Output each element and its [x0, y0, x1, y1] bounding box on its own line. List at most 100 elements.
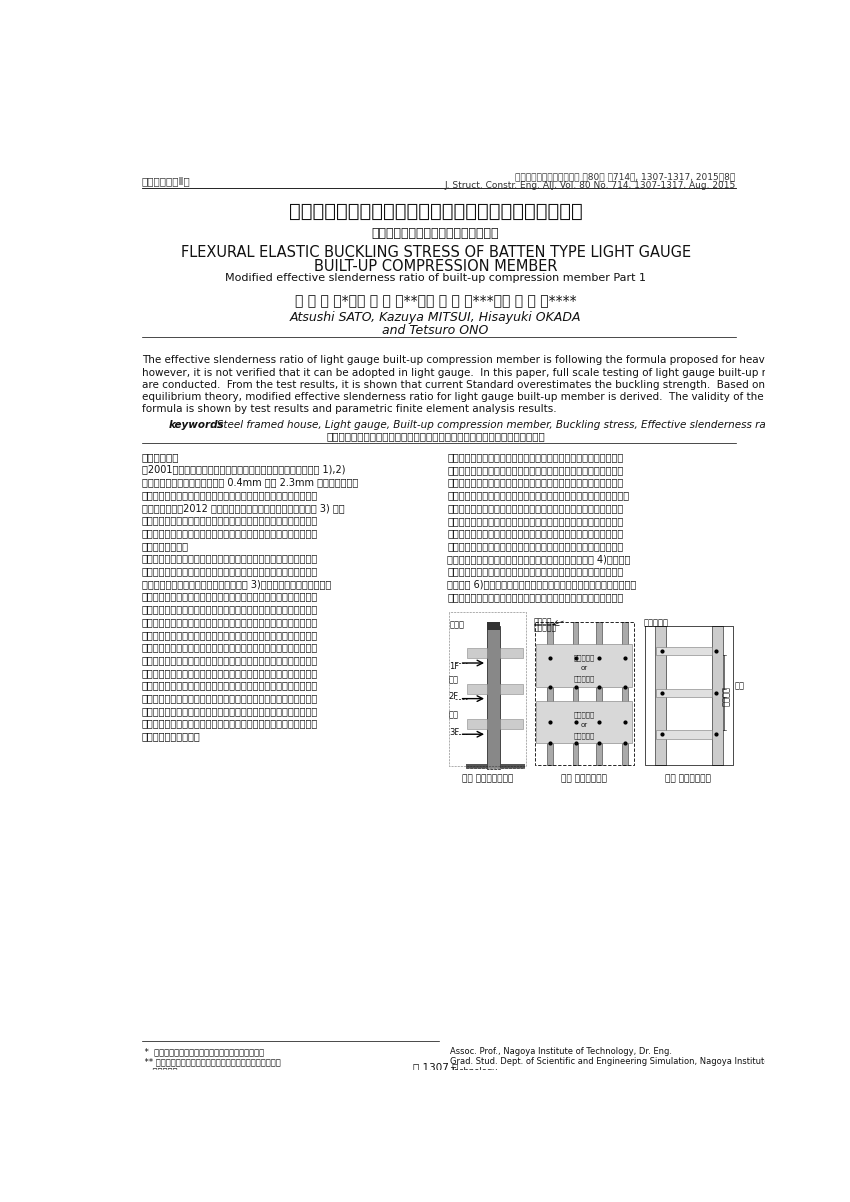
Text: J. Struct. Constr. Eng. AIJ, Vol. 80 No. 714, 1307-1317, Aug. 2015: J. Struct. Constr. Eng. AIJ, Vol. 80 No.… [445, 182, 735, 190]
Text: たため，曲げ座屈が検討対象になることは無かった．しかし，上述: たため，曲げ座屈が検討対象になることは無かった．しかし，上述 [447, 504, 624, 513]
Bar [468, 719, 487, 730]
Bar [487, 626, 500, 769]
Text: BUILT-UP COMPRESSION MEMBER: BUILT-UP COMPRESSION MEMBER [314, 258, 558, 274]
Bar [536, 701, 632, 744]
Text: 3F: 3F [449, 727, 459, 737]
Bar [622, 623, 628, 764]
Text: 図２ 者力壁詳細図: 図２ 者力壁詳細図 [562, 774, 608, 783]
Text: Assoc. Prof., Nagoya Institute of Technology, Dr. Eng.: Assoc. Prof., Nagoya Institute of Techno… [450, 1047, 672, 1057]
Text: 大学院生: 大学院生 [142, 1067, 178, 1077]
Text: 帯板形式薄板軽量形鑄組立圧縮材の弾性曲げ座屈応力度: 帯板形式薄板軽量形鑄組立圧縮材の弾性曲げ座屈応力度 [289, 202, 582, 221]
Text: : Steel framed house, Light gauge, Built-up compression member, Buckling stress,: : Steel framed house, Light gauge, Built… [210, 419, 779, 430]
Text: equilibrium theory, modified effective slenderness ratio for light gauge built-u: equilibrium theory, modified effective s… [142, 392, 815, 403]
Text: FLEXURAL ELASTIC BUCKLING STRESS OF BATTEN TYPE LIGHT GAUGE: FLEXURAL ELASTIC BUCKLING STRESS OF BATT… [180, 245, 691, 260]
Text: ドリルねじ: ドリルねじ [644, 619, 669, 627]
Bar [573, 623, 579, 764]
Text: Grad. Stud. Dept. of Scientific and Engineering Simulation, Nagoya Institute of: Grad. Stud. Dept. of Scientific and Engi… [450, 1058, 780, 1066]
Text: 図３ 組立材詳細図: 図３ 組立材詳細図 [666, 774, 711, 783]
Text: 加に伴って大きくなる引張軸力に対して抗抗できる高耐力の接合金: 加に伴って大きくなる引張軸力に対して抗抗できる高耐力の接合金 [142, 566, 318, 576]
Text: Emeritus Prof., Nagoya Institute of Technology, Dr.Eng.: Emeritus Prof., Nagoya Institute of Tech… [450, 1088, 680, 1096]
Text: 定は素材 6)（以下，本論文では弦材と呼ぶ）が厚板で，弦材同士が帝: 定は素材 6)（以下，本論文では弦材と呼ぶ）が厚板で，弦材同士が帝 [447, 579, 637, 589]
Text: として設計され，最下層の者力壁は上層からの転倒モーメントに抗: として設計され，最下層の者力壁は上層からの転倒モーメントに抗 [142, 605, 318, 614]
Text: 形鑄が建築材料として使用可能になり，薄板鑄部材の設計が可能と: 形鑄が建築材料として使用可能になり，薄板鑄部材の設計が可能と [142, 490, 318, 500]
Text: keywords: keywords [168, 419, 224, 430]
Bar [656, 689, 712, 697]
Text: 抗するため，層数の増加は結果として者力壁の縦框材に作用する軸: 抗するため，層数の増加は結果として者力壁の縦框材に作用する軸 [142, 617, 318, 627]
Bar [466, 764, 524, 769]
Bar [487, 623, 500, 630]
Text: が拡大されて４階建まで可能となり，スチールハウスの中層化が可: が拡大されて４階建まで可能となり，スチールハウスの中層化が可 [142, 528, 318, 538]
Text: 石膏ボード: 石膏ボード [574, 676, 595, 683]
Bar [656, 730, 712, 738]
Bar [500, 648, 524, 657]
Text: しておく必要がでてくると考えられる．鉄構造設計規準 4)では組立: しておく必要がでてくると考えられる．鉄構造設計規準 4)では組立 [447, 554, 631, 564]
Text: 框材の非充腹軸（弱軸）まわりの曲げ座屈に対しても安全性を確認: 框材の非充腹軸（弱軸）まわりの曲げ座屈に対しても安全性を確認 [447, 541, 624, 552]
Text: げ座屈が懸念される．: げ座屈が懸念される． [142, 731, 201, 742]
Text: 圧縮材の座屈応力度を有効細長比に基づいて算定している．この規: 圧縮材の座屈応力度を有効細長比に基づいて算定している．この規 [447, 566, 624, 577]
Text: 1F: 1F [449, 662, 459, 671]
Text: 佐 藤 篵 司*，三 井 和 也**，岡 田 久 志***，小 野 徹 郎****: 佐 藤 篵 司*，三 井 和 也**，岡 田 久 志***，小 野 徹 郎***… [295, 293, 576, 307]
Bar [536, 644, 632, 686]
Text: ** 　名古屋工業大学大学院創成シミュレーション工学専攻: ** 名古屋工業大学大学院創成シミュレーション工学専攻 [142, 1058, 280, 1066]
Text: 【カテゴリーⅡ】: 【カテゴリーⅡ】 [142, 177, 190, 186]
Text: 構造用面材: 構造用面材 [574, 654, 595, 661]
Text: Prof., Aichi Institute of Technology, Dr. Eng.: Prof., Aichi Institute of Technology, Dr… [450, 1077, 632, 1087]
Text: 図１ スチールハウス: 図１ スチールハウス [462, 774, 513, 783]
Text: る検討も行う必要があると考えられる．これまでの２階建程度の設: る検討も行う必要があると考えられる．これまでの２階建程度の設 [447, 465, 624, 475]
Bar [468, 684, 487, 694]
Text: が作用する場合，図１に示すスチールハウスの者力壁は通常片持柱: が作用する場合，図１に示すスチールハウスの者力壁は通常片持柱 [142, 591, 318, 602]
Text: １．はじめに: １．はじめに [142, 452, 179, 463]
Text: 綴り間隔: 綴り間隔 [722, 685, 731, 706]
Bar [547, 623, 553, 764]
Text: 計では，縦框材の充腹軸まわりの曲げ座屈に対する安全性のみが確: 計では，縦框材の充腹軸まわりの曲げ座屈に対する安全性のみが確 [447, 477, 624, 488]
Text: 繋がるため，充腹軸のみならず，非充腹軸まわりの曲げ座屈に対す: 繋がるため，充腹軸のみならず，非充腹軸まわりの曲げ座屈に対す [447, 452, 624, 463]
Bar [597, 623, 602, 764]
Bar [468, 648, 487, 657]
Text: 外縦枠材: 外縦枠材 [534, 617, 552, 626]
Text: （組立材）: （組立材） [534, 623, 557, 632]
Text: 垂壁: 垂壁 [449, 710, 459, 719]
Text: 2F: 2F [449, 692, 459, 701]
Bar [656, 647, 712, 655]
Text: ****　名古屋工業大学　名誉教授・工博: **** 名古屋工業大学 名誉教授・工博 [142, 1088, 239, 1096]
Bar [712, 626, 722, 764]
Text: Modified effective slenderness ratio of built-up compression member Part 1: Modified effective slenderness ratio of … [225, 273, 646, 282]
Text: － 1307 －: － 1307 － [413, 1063, 458, 1072]
Text: are conducted.  From the test results, it is shown that current Standard overest: are conducted. From the test results, it… [142, 380, 804, 389]
Text: の軸方向力を負担する者力壁の縦框材は図３に示すように，薄板軽: の軸方向力を負担する者力壁の縦框材は図３に示すように，薄板軽 [142, 680, 318, 690]
Text: 構造用面材: 構造用面材 [574, 712, 595, 718]
Text: 組立圧縮材の修正有効細長比　その１: 組立圧縮材の修正有効細長比 その１ [371, 227, 499, 239]
Text: and Tetsuro ONO: and Tetsuro ONO [382, 325, 489, 338]
Bar [500, 684, 524, 694]
Text: なった．また，2012 年に薄板軽量形鑄造に関する技術的基準 3) が改: なった．また，2012 年に薄板軽量形鑄造に関する技術的基準 3) が改 [142, 502, 344, 513]
Text: 日本建築学会構造系論文集 第80巻 第714号, 1307-1317, 2015年8月: 日本建築学会構造系論文集 第80巻 第714号, 1307-1317, 2015… [515, 173, 735, 182]
Text: 果が失われるため，圧縮力が作用する場合には非充腹軸まわりの曲: 果が失われるため，圧縮力が作用する場合には非充腹軸まわりの曲 [142, 719, 318, 728]
Text: Atsushi SATO, Kazuya MITSUI, Hisayuki OKADA: Atsushi SATO, Kazuya MITSUI, Hisayuki OK… [290, 311, 581, 325]
Bar [500, 719, 524, 730]
Text: において面材の剔離が生じた場合には面材による縦框材への補剛効: において面材の剔離が生じた場合には面材による縦框材への補剛効 [142, 706, 318, 716]
Text: したように，層数の増加は作用軸力の増大に繋がるため，縦框材の: したように，層数の増加は作用軸力の増大に繋がるため，縦框材の [447, 516, 624, 525]
Text: 能となっている．: 能となっている． [142, 541, 189, 551]
Text: 曲げ座屈に対する検討，特に面材剔離に伴って補剛効果を失った縦: 曲げ座屈に対する検討，特に面材剔離に伴って補剛効果を失った縦 [447, 529, 624, 538]
Text: or: or [581, 665, 588, 671]
Bar [655, 626, 666, 764]
Text: formula is shown by test results and parametric finite element analysis results.: formula is shown by test results and par… [142, 405, 557, 415]
Text: り材によって高力ボルト摩擦接合，あるいは溶接接合などの剛接合: り材によって高力ボルト摩擦接合，あるいは溶接接合などの剛接合 [447, 593, 624, 602]
Text: 薄板軽量形鑄造建築物，薄板軽量形鑄，組立圧縮材，座屈応力度，有効細長比: 薄板軽量形鑄造建築物，薄板軽量形鑄，組立圧縮材，座屈応力度，有効細長比 [326, 432, 545, 441]
Text: リルねじで接合したものであり，その終局者力は面材の剔離によっ: リルねじで接合したものであり，その終局者力は面材の剔離によっ [142, 655, 318, 665]
Text: て決定される．転倒モーメントに対して抗抗する側力や邉直力など: て決定される．転倒モーメントに対して抗抗する側力や邉直力など [142, 668, 318, 678]
Text: 正され薄板軽量形鑄造建築物（以下，スチールハウス）の階数制限: 正され薄板軽量形鑄造建築物（以下，スチールハウス）の階数制限 [142, 516, 318, 525]
Text: *** 　愛知工業大学　教授・工博: *** 愛知工業大学 教授・工博 [142, 1077, 223, 1087]
Text: スチールハウスの中層化が可能となった背景としては，層数の増: スチールハウスの中層化が可能となった背景としては，層数の増 [142, 553, 318, 564]
Text: or: or [581, 722, 588, 728]
Text: 弦材: 弦材 [734, 682, 745, 691]
Text: 耐力壁: 耐力壁 [450, 620, 465, 629]
Text: 腰壁: 腰壁 [449, 676, 459, 685]
Text: 石膏ボード: 石膏ボード [574, 733, 595, 739]
Text: 量形鑄をドリルねじで帝った組立材であり，者力壁の最大者力近傍: 量形鑄をドリルねじで帝った組立材であり，者力壁の最大者力近傍 [142, 694, 318, 703]
Text: 力を大きくする．スチールハウス者力壁は図２に示すように，薄板: 力を大きくする．スチールハウス者力壁は図２に示すように，薄板 [142, 630, 318, 639]
Text: 物の開発が進められたことがあげられる 3)．スチールハウスに水平力: 物の開発が進められたことがあげられる 3)．スチールハウスに水平力 [142, 579, 332, 589]
Text: 軽量形鑄による框材と面材（構造用合板あるいは石膏ボード）をド: 軽量形鑄による框材と面材（構造用合板あるいは石膏ボード）をド [142, 642, 318, 653]
Text: が交付され，主構造部材に板厚 0.4mm 以上 2.3mm 未満の薄板軽量: が交付され，主構造部材に板厚 0.4mm 以上 2.3mm 未満の薄板軽量 [142, 477, 358, 487]
Text: 認されていたが，縦框材の者力が作用軸力に対して十分に余裕があっ: 認されていたが，縦框材の者力が作用軸力に対して十分に余裕があっ [447, 490, 629, 500]
